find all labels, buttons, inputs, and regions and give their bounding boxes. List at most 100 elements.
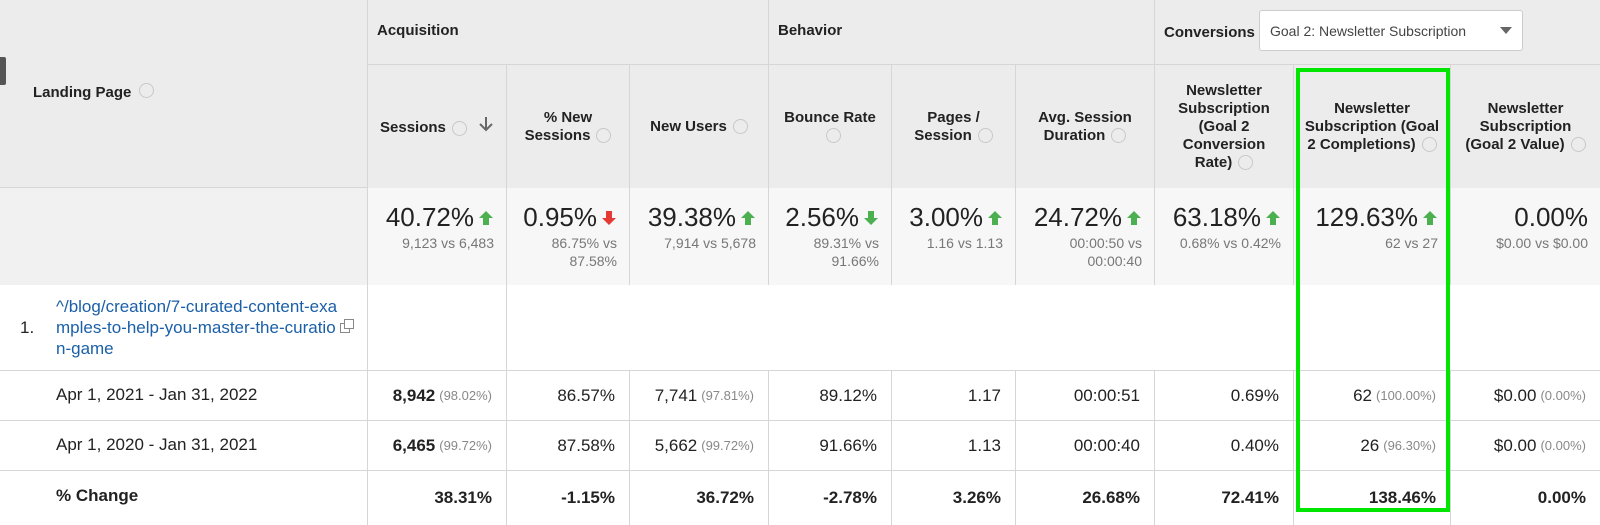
change-cell: 3.26% xyxy=(891,470,1015,525)
help-icon xyxy=(1238,155,1254,171)
goal-select[interactable]: Goal 2: Newsletter Subscription xyxy=(1259,10,1523,51)
totals-compare: 00:00:50 vs 00:00:40 xyxy=(1069,235,1142,269)
change-value: 72.41% xyxy=(1221,488,1279,507)
metric-cell: 00:00:51 xyxy=(1015,370,1154,420)
column-header: Newsletter Subscription (Goal 2 Value) xyxy=(1450,65,1600,188)
change-value: -1.15% xyxy=(561,488,615,507)
metric-share: (99.72%) xyxy=(439,438,492,453)
column-header-label[interactable]: Newsletter Subscription (Goal 2 Completi… xyxy=(1304,99,1440,153)
totals-value: 2.56% xyxy=(785,202,859,232)
help-icon xyxy=(1111,128,1127,144)
totals-label-cell xyxy=(0,188,367,285)
trend-arrow xyxy=(988,211,1002,225)
group-label: Acquisition xyxy=(377,22,459,39)
metric-value: 6,465 xyxy=(392,435,436,455)
metric-value: 00:00:51 xyxy=(1073,385,1140,405)
metric-cell: 00:00:40 xyxy=(1015,420,1154,470)
date-range: Apr 1, 2021 - Jan 31, 2022 xyxy=(56,385,258,404)
goal-select-label: Goal 2: Newsletter Subscription xyxy=(1270,23,1467,39)
metric-cell: 5,662 (99.72%) xyxy=(629,420,768,470)
totals-cell: 2.56% 89.31% vs 91.66% xyxy=(768,188,891,285)
metric-cell: 8,942 (98.02%) xyxy=(367,370,506,420)
totals-value-line: 63.18% xyxy=(1161,200,1281,234)
change-value: 38.31% xyxy=(434,488,492,507)
column-header-label[interactable]: Newsletter Subscription (Goal 2 Conversi… xyxy=(1178,81,1270,171)
metric-share: (0.00%) xyxy=(1540,388,1586,403)
metric-value: $0.00 xyxy=(1493,385,1537,405)
dropdown-caret xyxy=(1500,27,1512,34)
landing-page-header[interactable]: Landing Page xyxy=(33,84,132,101)
totals-value-line: 129.63% xyxy=(1300,200,1438,234)
totals-value: 0.95% xyxy=(523,202,597,232)
metric-cell: $0.00 (0.00%) xyxy=(1450,370,1600,420)
metric-value: 89.12% xyxy=(819,385,877,405)
totals-value: 39.38% xyxy=(647,202,736,232)
change-value: 26.68% xyxy=(1082,488,1140,507)
resize-handle[interactable] xyxy=(0,57,6,85)
metric-value: 26 xyxy=(1360,435,1380,455)
metric-share: (99.72%) xyxy=(701,438,754,453)
metric-cell: 89.12% xyxy=(768,370,891,420)
totals-value-line: 24.72% xyxy=(1022,200,1142,234)
column-header-label[interactable]: Avg. Session Duration xyxy=(1038,108,1132,144)
column-header-label[interactable]: Newsletter Subscription (Goal 2 Value) xyxy=(1459,100,1592,154)
totals-cell: 3.00% 1.16 vs 1.13 xyxy=(891,188,1015,285)
column-header-label[interactable]: New Users xyxy=(650,118,748,136)
metric-value: $0.00 xyxy=(1493,435,1537,455)
column-header-label[interactable]: Pages / Session xyxy=(900,109,1007,145)
column-header-label[interactable]: Sessions xyxy=(380,116,493,137)
metric-value: 5,662 xyxy=(654,435,698,455)
metric-cell: 0.69% xyxy=(1154,370,1293,420)
sort-arrow[interactable] xyxy=(479,116,493,132)
landing-page-link[interactable]: ^/blog/creation/7-curated-content-exampl… xyxy=(56,297,338,358)
metric-value: 62 xyxy=(1353,385,1373,405)
metric-value: 86.57% xyxy=(557,385,615,405)
help-icon xyxy=(977,128,993,144)
metric-share: (0.00%) xyxy=(1540,438,1586,453)
metric-cell: 1.17 xyxy=(891,370,1015,420)
totals-compare: 89.31% vs 91.66% xyxy=(813,235,879,269)
totals-value-line: 0.95% xyxy=(513,200,617,234)
metric-cell: 1.13 xyxy=(891,420,1015,470)
landing-row: 1. ^/blog/creation/7-curated-content-exa… xyxy=(0,285,367,370)
totals-cell: 39.38% 7,914 vs 5,678 xyxy=(629,188,768,285)
metric-value: 0.40% xyxy=(1230,435,1279,455)
group-header: Conversions Goal 2: Newsletter Subscript… xyxy=(1154,0,1600,65)
change-label-cell: % Change xyxy=(0,470,367,525)
external-link-icon[interactable] xyxy=(340,319,354,333)
column-header: Avg. Session Duration xyxy=(1015,65,1154,188)
change-cell: 38.31% xyxy=(367,470,506,525)
column-header: Newsletter Subscription (Goal 2 Conversi… xyxy=(1154,65,1293,188)
trend-arrow xyxy=(1266,211,1280,225)
metric-value: 87.58% xyxy=(557,435,615,455)
totals-compare: 86.75% vs 87.58% xyxy=(551,235,617,269)
empty-cell xyxy=(367,285,506,370)
column-header-label[interactable]: % New Sessions xyxy=(515,109,621,145)
totals-compare: 9,123 vs 6,483 xyxy=(402,235,494,251)
change-value: -2.78% xyxy=(823,488,877,507)
row-index: 1. xyxy=(20,318,35,337)
metric-value: 1.13 xyxy=(967,435,1001,455)
metric-share: (96.30%) xyxy=(1383,438,1436,453)
totals-value: 40.72% xyxy=(385,202,474,232)
help-icon[interactable] xyxy=(139,83,154,98)
change-cell: -1.15% xyxy=(506,470,629,525)
group-header: Acquisition xyxy=(367,0,768,65)
column-header-label[interactable]: Bounce Rate xyxy=(777,109,883,145)
group-label: Behavior xyxy=(778,22,843,39)
help-icon xyxy=(451,120,467,136)
totals-cell: 40.72% 9,123 vs 6,483 xyxy=(367,188,506,285)
trend-arrow xyxy=(741,211,755,225)
column-header: Pages / Session xyxy=(891,65,1015,188)
totals-cell: 0.00% $0.00 vs $0.00 xyxy=(1450,188,1600,285)
group-label: Conversions xyxy=(1164,24,1255,41)
trend-arrow xyxy=(479,211,493,225)
column-header: New Users xyxy=(629,65,768,188)
column-header: % New Sessions xyxy=(506,65,629,188)
totals-value-line: 40.72% xyxy=(374,200,494,234)
trend-arrow xyxy=(864,211,878,225)
change-cell: 72.41% xyxy=(1154,470,1293,525)
totals-value-line: 3.00% xyxy=(898,200,1003,234)
help-icon xyxy=(1421,137,1437,153)
metric-value: 00:00:40 xyxy=(1073,435,1140,455)
